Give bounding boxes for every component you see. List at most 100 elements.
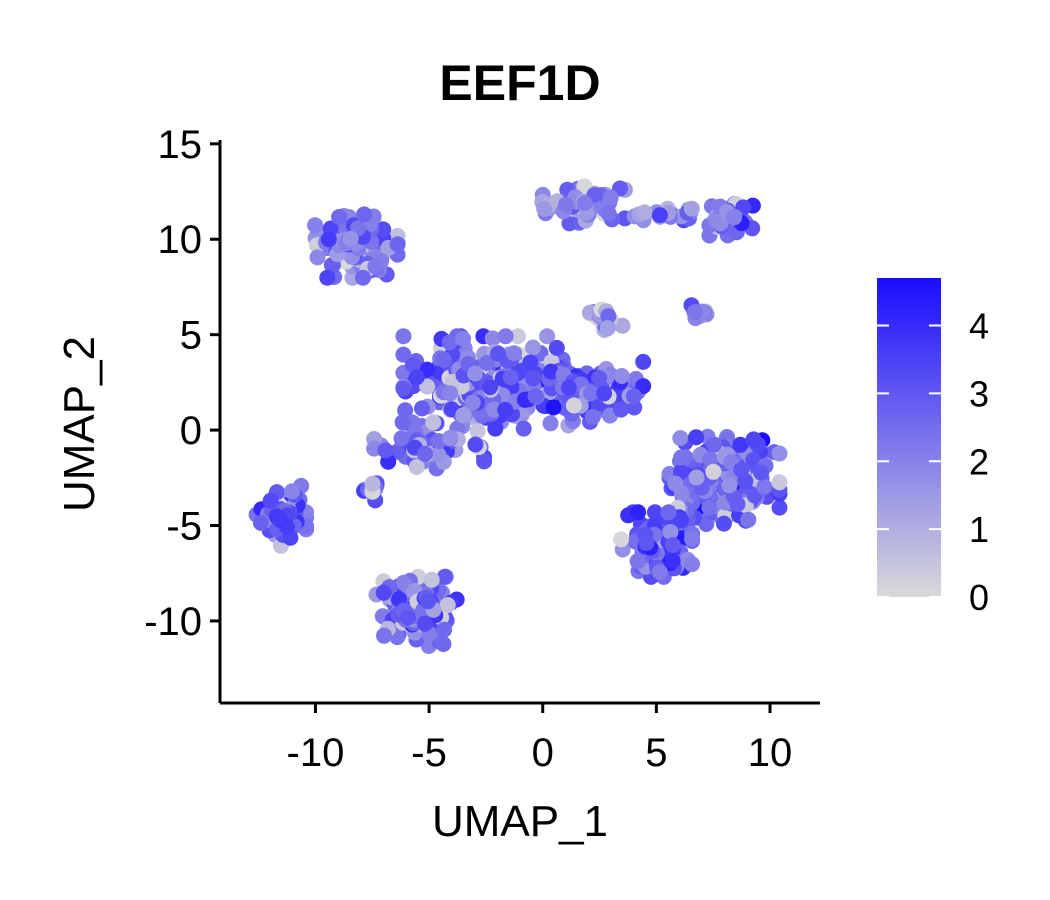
colorbar-gradient bbox=[877, 278, 941, 597]
data-point bbox=[342, 230, 359, 247]
data-point bbox=[455, 407, 472, 424]
data-point bbox=[414, 400, 430, 417]
data-point bbox=[664, 553, 681, 569]
data-point bbox=[525, 339, 541, 356]
data-point bbox=[771, 445, 788, 462]
data-point bbox=[490, 345, 507, 362]
data-point bbox=[591, 370, 608, 386]
data-point bbox=[484, 330, 501, 347]
data-point bbox=[614, 317, 631, 334]
y-tick-label: -5 bbox=[166, 505, 202, 549]
data-point bbox=[425, 414, 442, 431]
x-tick-label: -10 bbox=[287, 731, 345, 775]
data-point bbox=[375, 584, 392, 601]
data-point bbox=[319, 269, 336, 286]
data-point bbox=[442, 429, 459, 446]
data-point bbox=[599, 320, 616, 337]
data-point bbox=[602, 189, 619, 206]
data-point bbox=[377, 442, 394, 459]
data-point bbox=[509, 328, 526, 345]
colorbar-tick-label: 1 bbox=[969, 509, 989, 550]
data-point bbox=[630, 504, 647, 521]
data-point bbox=[356, 206, 373, 223]
data-point bbox=[395, 328, 412, 345]
data-point bbox=[753, 464, 770, 481]
data-point bbox=[684, 530, 701, 547]
data-point bbox=[309, 249, 326, 266]
data-point bbox=[268, 508, 285, 525]
data-point bbox=[726, 209, 743, 226]
data-point bbox=[576, 195, 593, 211]
data-point bbox=[673, 463, 690, 480]
data-point bbox=[584, 408, 601, 425]
data-point bbox=[394, 414, 411, 431]
data-point bbox=[583, 385, 599, 402]
data-point bbox=[745, 431, 762, 448]
data-point bbox=[635, 353, 652, 370]
data-point bbox=[651, 564, 668, 581]
data-point bbox=[506, 345, 523, 362]
data-point bbox=[560, 379, 577, 396]
data-point bbox=[543, 363, 559, 380]
data-point bbox=[442, 385, 459, 402]
data-point bbox=[487, 420, 504, 437]
data-point bbox=[613, 368, 630, 384]
data-point bbox=[307, 217, 324, 234]
data-point bbox=[476, 453, 493, 470]
data-point bbox=[430, 446, 447, 463]
colorbar-tick-label: 3 bbox=[969, 373, 989, 414]
data-point bbox=[613, 401, 629, 418]
data-point bbox=[497, 401, 514, 418]
data-point bbox=[393, 430, 410, 447]
x-tick-label: 0 bbox=[532, 731, 554, 775]
y-tick-label: 15 bbox=[158, 123, 203, 167]
y-tick-label: 0 bbox=[180, 409, 202, 453]
y-axis-label: UMAP_2 bbox=[55, 336, 104, 512]
data-point bbox=[375, 221, 392, 238]
data-point bbox=[439, 597, 456, 613]
data-point bbox=[729, 496, 746, 513]
data-point bbox=[625, 388, 642, 405]
data-point bbox=[688, 429, 705, 446]
data-point bbox=[673, 449, 690, 466]
data-point bbox=[416, 615, 433, 632]
data-point bbox=[420, 593, 436, 610]
data-point bbox=[683, 200, 700, 217]
data-point bbox=[613, 531, 630, 548]
data-point bbox=[662, 524, 679, 540]
chart-title: EEF1D bbox=[439, 55, 600, 111]
data-point bbox=[455, 330, 472, 347]
data-point bbox=[542, 415, 559, 432]
x-tick-label: 10 bbox=[748, 731, 793, 775]
x-tick-label: 5 bbox=[645, 731, 667, 775]
x-tick-label: -5 bbox=[411, 731, 447, 775]
data-point bbox=[629, 553, 646, 570]
data-point bbox=[565, 397, 582, 414]
data-point bbox=[596, 385, 613, 402]
colorbar-tick-label: 4 bbox=[969, 306, 989, 347]
data-point bbox=[687, 304, 703, 321]
colorbar-tick-label: 2 bbox=[969, 441, 989, 482]
points-layer bbox=[248, 178, 788, 654]
data-point bbox=[400, 609, 416, 626]
data-point bbox=[478, 355, 495, 371]
data-point bbox=[536, 200, 553, 217]
data-point bbox=[636, 204, 653, 221]
data-point bbox=[600, 205, 617, 222]
data-point bbox=[600, 308, 617, 325]
data-point bbox=[467, 365, 484, 382]
data-point bbox=[515, 420, 532, 437]
data-point bbox=[435, 636, 452, 652]
data-point bbox=[705, 463, 722, 480]
data-point bbox=[436, 568, 453, 585]
data-point bbox=[712, 215, 729, 232]
data-point bbox=[702, 451, 719, 468]
data-point bbox=[464, 394, 481, 411]
data-point bbox=[539, 328, 556, 345]
data-point bbox=[664, 537, 681, 554]
data-point bbox=[545, 399, 562, 416]
data-point bbox=[364, 475, 381, 492]
data-point bbox=[397, 402, 414, 419]
data-point bbox=[469, 423, 486, 440]
y-tick-label: 10 bbox=[158, 218, 203, 262]
